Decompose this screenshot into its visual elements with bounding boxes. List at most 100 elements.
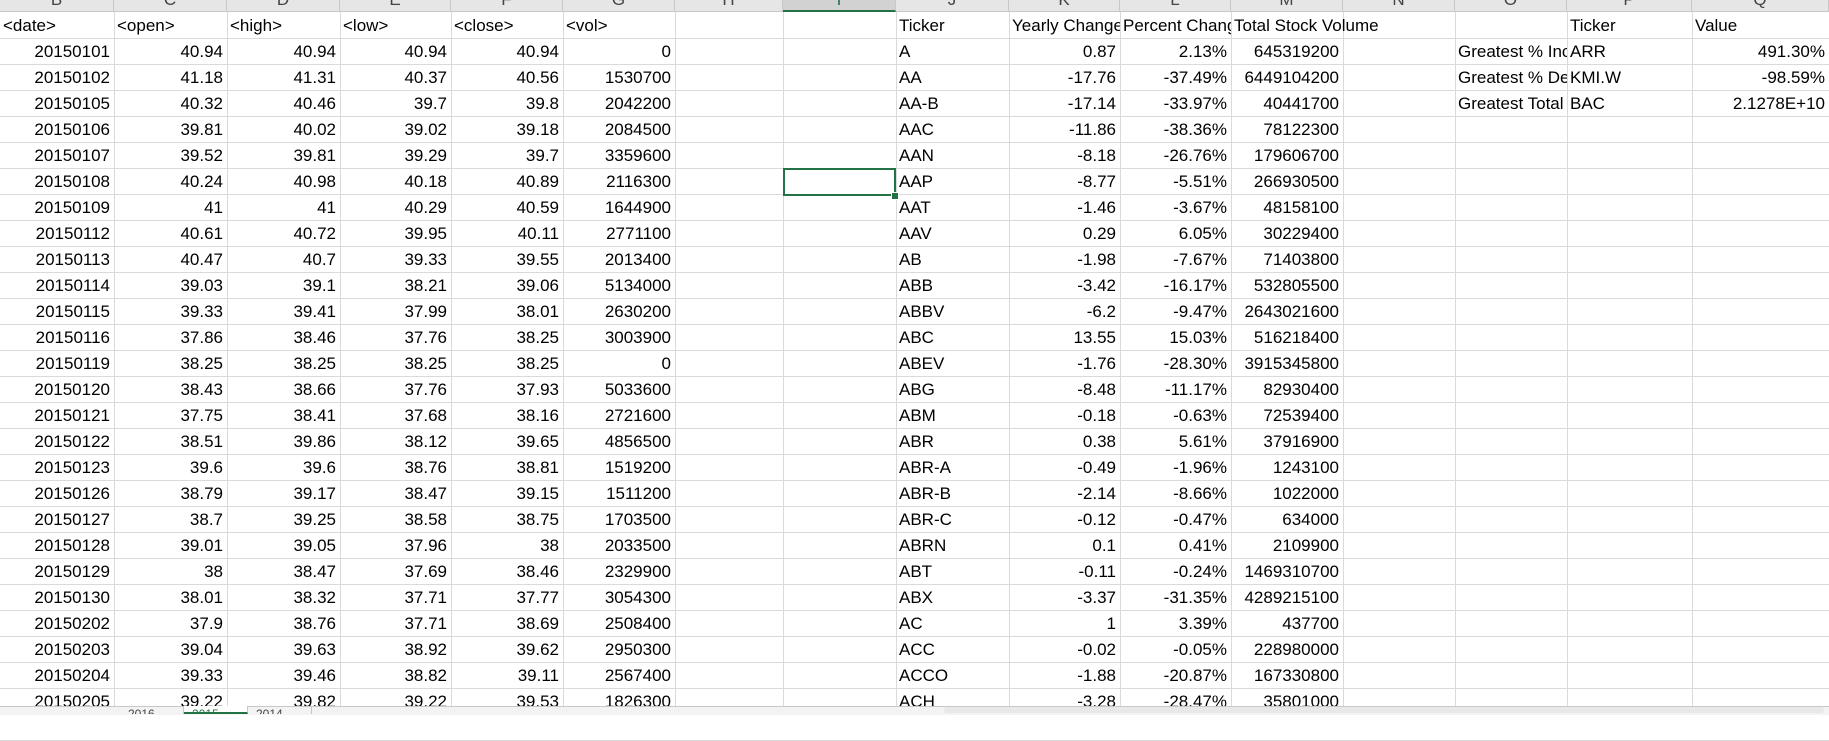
summary-data-cell[interactable]: -11.86 bbox=[1069, 120, 1116, 139]
summary-data-cell[interactable]: ABR-B bbox=[899, 484, 951, 503]
price-data-cell[interactable]: 3054300 bbox=[604, 588, 671, 607]
summary-data-cell[interactable]: 634000 bbox=[1282, 510, 1339, 529]
price-data-cell[interactable]: 40.24 bbox=[180, 172, 223, 191]
price-data-cell[interactable]: 38.75 bbox=[516, 510, 559, 529]
summary-data-cell[interactable]: -28.30% bbox=[1163, 354, 1227, 373]
price-data-cell[interactable]: 39.33 bbox=[180, 302, 223, 321]
price-data-cell[interactable]: 40.89 bbox=[516, 172, 559, 191]
price-data-cell[interactable]: 2329900 bbox=[604, 562, 671, 581]
price-data-cell[interactable]: 39.6 bbox=[302, 458, 336, 477]
summary-data-cell[interactable]: ABX bbox=[899, 588, 934, 607]
summary-data-cell[interactable]: -0.47% bbox=[1173, 510, 1227, 529]
price-data-cell[interactable]: 40.98 bbox=[293, 172, 336, 191]
price-data-cell[interactable]: 38.25 bbox=[516, 328, 559, 347]
price-data-cell[interactable]: 39.1 bbox=[302, 276, 336, 295]
price-data-cell[interactable]: 38.21 bbox=[404, 276, 447, 295]
summary-data-cell[interactable]: 6.05% bbox=[1178, 224, 1227, 243]
price-data-cell[interactable]: 1644900 bbox=[604, 198, 671, 217]
price-data-cell[interactable]: 41 bbox=[204, 198, 223, 217]
summary-data-cell[interactable]: -0.02 bbox=[1077, 640, 1116, 659]
column-header-e[interactable]: E bbox=[340, 0, 451, 12]
summary-data-cell[interactable]: 0.29 bbox=[1082, 224, 1116, 243]
summary-data-cell[interactable]: AAP bbox=[899, 172, 934, 191]
summary-data-cell[interactable]: 437700 bbox=[1282, 614, 1339, 633]
summary-data-cell[interactable]: -17.14 bbox=[1067, 94, 1116, 113]
price-data-cell[interactable]: 0 bbox=[661, 354, 671, 373]
summary-data-cell[interactable]: ABBV bbox=[899, 302, 945, 321]
summary-data-cell[interactable]: -5.51% bbox=[1173, 172, 1227, 191]
price-data-cell[interactable]: 38.51 bbox=[180, 432, 223, 451]
summary-header-cell[interactable]: Yearly Change bbox=[1012, 16, 1120, 35]
greatest-data-cell[interactable]: 491.30% bbox=[1757, 42, 1825, 61]
summary-data-cell[interactable]: -37.49% bbox=[1163, 68, 1227, 87]
price-data-cell[interactable]: 39.29 bbox=[404, 146, 447, 165]
summary-data-cell[interactable]: -0.49 bbox=[1077, 458, 1116, 477]
column-header-m[interactable]: M bbox=[1231, 0, 1343, 12]
column-header-h[interactable]: H bbox=[675, 0, 783, 12]
greatest-data-cell[interactable]: 2.1278E+10 bbox=[1732, 94, 1825, 113]
price-data-cell[interactable]: 37.68 bbox=[404, 406, 447, 425]
price-data-cell[interactable]: 40.32 bbox=[180, 94, 223, 113]
summary-data-cell[interactable]: 1022000 bbox=[1272, 484, 1339, 503]
summary-data-cell[interactable]: -0.05% bbox=[1173, 640, 1227, 659]
summary-data-cell[interactable]: 5.61% bbox=[1178, 432, 1227, 451]
price-data-cell[interactable]: 2013400 bbox=[604, 250, 671, 269]
price-header-cell[interactable]: <high> bbox=[230, 16, 282, 35]
price-data-cell[interactable]: 39.04 bbox=[180, 640, 223, 659]
price-data-cell[interactable]: 39.81 bbox=[180, 120, 223, 139]
price-data-cell[interactable]: 38.41 bbox=[293, 406, 336, 425]
price-data-cell[interactable]: 39.81 bbox=[293, 146, 336, 165]
price-data-cell[interactable]: 39.8 bbox=[525, 94, 559, 113]
summary-data-cell[interactable]: ABG bbox=[899, 380, 935, 399]
price-data-cell[interactable]: 38.25 bbox=[516, 354, 559, 373]
price-data-cell[interactable]: 3359600 bbox=[604, 146, 671, 165]
column-header-p[interactable]: P bbox=[1567, 0, 1692, 12]
column-header-c[interactable]: C bbox=[114, 0, 227, 12]
summary-data-cell[interactable]: AAT bbox=[899, 198, 931, 217]
price-data-cell[interactable]: 3003900 bbox=[604, 328, 671, 347]
price-data-cell[interactable]: 20150204 bbox=[34, 666, 110, 685]
sheet-tab-2016[interactable]: 2016 bbox=[120, 706, 184, 714]
price-data-cell[interactable]: 38.81 bbox=[516, 458, 559, 477]
price-data-cell[interactable]: 40.02 bbox=[293, 120, 336, 139]
price-data-cell[interactable]: 37.69 bbox=[404, 562, 447, 581]
price-data-cell[interactable]: 2771100 bbox=[606, 224, 671, 243]
price-data-cell[interactable]: 1511200 bbox=[606, 484, 671, 503]
summary-data-cell[interactable]: 0.38 bbox=[1082, 432, 1116, 451]
price-data-cell[interactable]: 37.93 bbox=[516, 380, 559, 399]
price-data-cell[interactable]: 37.99 bbox=[404, 302, 447, 321]
price-header-cell[interactable]: <close> bbox=[454, 16, 514, 35]
summary-data-cell[interactable]: 37916900 bbox=[1263, 432, 1339, 451]
greatest-data-cell[interactable]: KMI.W bbox=[1570, 68, 1621, 87]
price-header-cell[interactable]: <open> bbox=[117, 16, 175, 35]
price-data-cell[interactable]: 38 bbox=[540, 536, 559, 555]
price-data-cell[interactable]: 39.18 bbox=[516, 120, 559, 139]
summary-data-cell[interactable]: -1.88 bbox=[1077, 666, 1116, 685]
price-data-cell[interactable]: 20150108 bbox=[34, 172, 110, 191]
summary-data-cell[interactable]: ABR-C bbox=[899, 510, 952, 529]
price-data-cell[interactable]: 38.32 bbox=[293, 588, 336, 607]
summary-data-cell[interactable]: 82930400 bbox=[1263, 380, 1339, 399]
price-data-cell[interactable]: 20150130 bbox=[34, 588, 110, 607]
price-data-cell[interactable]: 20150107 bbox=[34, 146, 110, 165]
summary-data-cell[interactable]: -8.66% bbox=[1173, 484, 1227, 503]
summary-data-cell[interactable]: 71403800 bbox=[1263, 250, 1339, 269]
summary-data-cell[interactable]: 167330800 bbox=[1253, 666, 1339, 685]
summary-data-cell[interactable]: -3.67% bbox=[1173, 198, 1227, 217]
summary-data-cell[interactable]: -1.96% bbox=[1173, 458, 1227, 477]
column-header-f[interactable]: F bbox=[451, 0, 563, 12]
price-data-cell[interactable]: 40.94 bbox=[180, 42, 223, 61]
price-data-cell[interactable]: 38.82 bbox=[404, 666, 447, 685]
summary-header-cell[interactable]: Total Stock Volume bbox=[1234, 16, 1379, 35]
column-header-l[interactable]: L bbox=[1120, 0, 1231, 12]
price-data-cell[interactable]: 1519200 bbox=[604, 458, 671, 477]
price-data-cell[interactable]: 20150203 bbox=[34, 640, 110, 659]
summary-data-cell[interactable]: 516218400 bbox=[1253, 328, 1339, 347]
summary-data-cell[interactable]: 2.13% bbox=[1178, 42, 1227, 61]
price-data-cell[interactable]: 39.25 bbox=[293, 510, 336, 529]
price-data-cell[interactable]: 39.05 bbox=[293, 536, 336, 555]
greatest-data-cell[interactable]: Greatest % Increase bbox=[1458, 42, 1567, 61]
price-data-cell[interactable]: 20150101 bbox=[34, 42, 110, 61]
summary-data-cell[interactable]: AA-B bbox=[899, 94, 939, 113]
